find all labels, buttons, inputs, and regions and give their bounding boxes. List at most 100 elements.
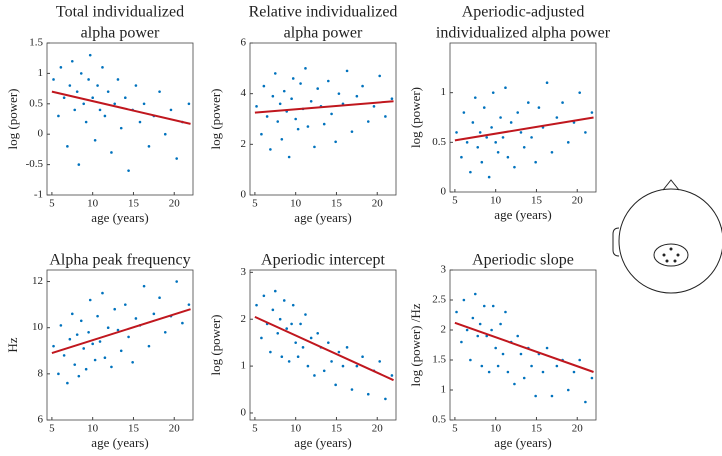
point (534, 394, 537, 398)
point (101, 66, 104, 69)
point (341, 364, 345, 368)
point (590, 376, 594, 380)
axes-box (449, 42, 597, 193)
y-tick-label: -1 (34, 189, 43, 201)
point (106, 326, 110, 329)
fit-line (254, 100, 394, 114)
x-tick-label: 5 (252, 423, 258, 435)
fit-line (454, 116, 594, 142)
point (506, 155, 510, 159)
point (462, 298, 466, 302)
point (327, 341, 330, 344)
y-tick-label: 1 (38, 67, 44, 79)
point (455, 310, 458, 314)
point (291, 77, 295, 80)
x-tick-label: 10 (490, 423, 502, 435)
y-tick-label: 1.5 (29, 37, 43, 49)
y-tick-label: -0.5 (26, 158, 44, 170)
point (79, 319, 83, 323)
y-tick-label: 2 (441, 324, 447, 336)
point (282, 89, 286, 93)
point (578, 358, 581, 362)
point (476, 334, 480, 338)
point (327, 79, 330, 83)
y-axis-label: log (power) (208, 314, 223, 375)
point (361, 355, 364, 359)
point (494, 346, 497, 350)
point (73, 108, 77, 112)
point (499, 116, 502, 119)
point (70, 59, 74, 63)
point (350, 388, 354, 391)
point (541, 370, 545, 374)
point (280, 355, 284, 359)
point (152, 312, 156, 316)
point (522, 146, 526, 149)
point (490, 126, 493, 129)
point (496, 364, 500, 368)
point (578, 91, 581, 94)
point (572, 370, 576, 374)
point (513, 165, 516, 169)
point (501, 136, 505, 139)
point (313, 145, 316, 149)
point (82, 347, 86, 350)
point (66, 381, 69, 385)
axes-box (46, 42, 194, 196)
point (516, 334, 519, 338)
point (127, 335, 130, 339)
point (550, 150, 554, 154)
x-tick-label: 10 (87, 198, 99, 210)
point (163, 331, 167, 334)
point (84, 120, 88, 124)
point (62, 96, 66, 100)
y-tick-label: 0 (441, 186, 447, 198)
point (110, 365, 113, 369)
point (384, 115, 387, 118)
point (87, 331, 90, 334)
point (499, 322, 502, 326)
panel: Relative individualized alpha power 5 10 15 2… (208, 4, 397, 225)
point (294, 117, 297, 121)
point (82, 102, 86, 106)
point (590, 111, 594, 114)
y-axis-label: Hz (5, 337, 20, 352)
point (175, 157, 178, 160)
point (476, 146, 480, 149)
point (299, 82, 302, 85)
point (131, 361, 134, 364)
point (106, 90, 110, 93)
point (98, 340, 102, 343)
point (290, 322, 293, 326)
point (255, 303, 258, 307)
point (545, 81, 549, 85)
point (322, 122, 326, 126)
point (478, 322, 482, 326)
point (269, 350, 272, 354)
point (316, 87, 319, 90)
x-tick-label: 10 (87, 423, 99, 435)
point (566, 141, 570, 144)
point (513, 382, 516, 386)
point (355, 364, 359, 368)
point (260, 132, 263, 136)
x-axis-label: age (years) (294, 435, 351, 450)
point (59, 324, 63, 327)
y-tick-label: 1 (441, 86, 447, 98)
point (262, 294, 266, 298)
x-tick-label: 20 (572, 423, 584, 435)
point (309, 99, 313, 103)
point (384, 397, 387, 401)
x-tick-label: 15 (531, 195, 543, 207)
point (127, 169, 130, 172)
y-tick-label: 2.5 (432, 294, 446, 306)
panel-title: Total individualized (56, 4, 184, 21)
point (282, 299, 286, 302)
y-tick-label: 3 (241, 266, 247, 278)
point (330, 360, 333, 363)
fit-line (51, 308, 191, 355)
x-tick-label: 5 (49, 198, 55, 210)
point (290, 97, 293, 101)
point (566, 388, 570, 392)
point (79, 72, 83, 75)
